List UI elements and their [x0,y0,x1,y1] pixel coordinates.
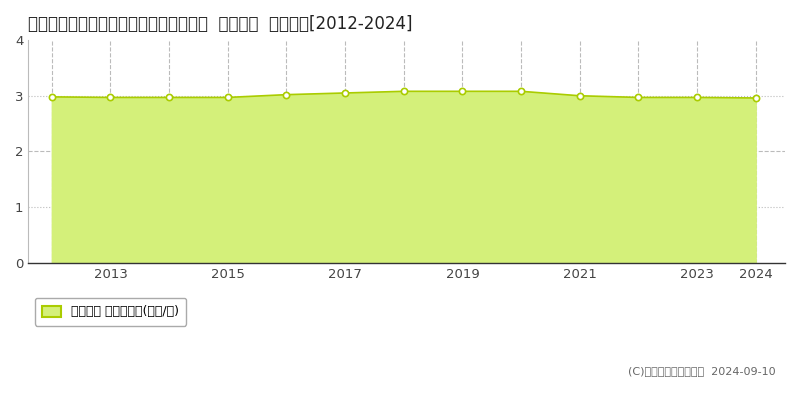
Text: (C)土地価格ドットコム  2024-09-10: (C)土地価格ドットコム 2024-09-10 [628,366,776,376]
Text: 宮城県石巻市須江字関ノ入１３番１０外  地価公示  地価推移[2012-2024]: 宮城県石巻市須江字関ノ入１３番１０外 地価公示 地価推移[2012-2024] [28,15,413,33]
Legend: 地価公示 平均坪単価(万円/坪): 地価公示 平均坪単価(万円/坪) [34,298,186,326]
